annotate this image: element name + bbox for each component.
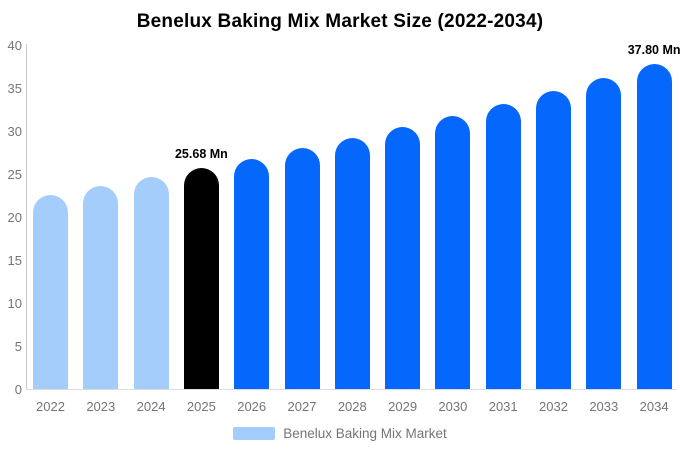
legend-swatch xyxy=(233,427,276,440)
y-axis-tick-label: 5 xyxy=(14,338,22,354)
x-axis-label-2029: 2029 xyxy=(388,399,418,414)
y-axis-line xyxy=(26,44,27,389)
bar-2026[interactable] xyxy=(234,158,270,389)
bar-2029[interactable] xyxy=(385,126,421,389)
bar-2028[interactable] xyxy=(334,137,370,389)
legend-label: Benelux Baking Mix Market xyxy=(283,426,447,441)
y-axis-tick-label: 30 xyxy=(7,123,22,139)
x-axis-label-2028: 2028 xyxy=(337,399,367,414)
x-axis-label-2026: 2026 xyxy=(237,399,267,414)
x-axis-label-2030: 2030 xyxy=(438,399,468,414)
bar-2031[interactable] xyxy=(485,103,521,389)
x-axis-label-2031: 2031 xyxy=(488,399,518,414)
bar-2024[interactable] xyxy=(133,177,169,389)
bar-2032[interactable] xyxy=(536,90,571,389)
y-axis-tick-label: 10 xyxy=(7,295,22,311)
x-axis-label-2034: 2034 xyxy=(639,399,669,414)
bar-2025[interactable] xyxy=(183,168,219,389)
x-axis-label-2024: 2024 xyxy=(136,399,166,414)
bar-2033[interactable] xyxy=(586,77,622,389)
bar-2027[interactable] xyxy=(284,148,320,389)
x-axis-label-2023: 2023 xyxy=(86,399,116,414)
y-axis-tick-label: 20 xyxy=(7,209,22,225)
bar-2022[interactable] xyxy=(33,194,68,389)
bar-2023[interactable] xyxy=(83,186,119,389)
x-axis-label-2027: 2027 xyxy=(287,399,317,414)
x-axis-label-2025: 2025 xyxy=(186,399,216,414)
x-axis-label-2033: 2033 xyxy=(589,399,619,414)
bar-value-label-2034: 37.80 Mn xyxy=(627,42,680,57)
bar-2034[interactable] xyxy=(636,63,672,389)
bar-2030[interactable] xyxy=(435,115,471,389)
x-axis-label-2032: 2032 xyxy=(539,399,568,414)
y-axis-tick-label: 35 xyxy=(7,80,22,96)
y-axis-tick-label: 0 xyxy=(14,381,22,397)
x-axis-line xyxy=(26,389,676,390)
y-axis-tick-label: 40 xyxy=(7,37,22,53)
y-axis-tick-label: 15 xyxy=(7,252,22,268)
y-axis-tick-label: 25 xyxy=(7,166,22,182)
legend-item[interactable]: Benelux Baking Mix Market xyxy=(0,426,680,441)
bar-value-label-2025: 25.68 Mn xyxy=(174,147,228,162)
chart-title: Benelux Baking Mix Market Size (2022-203… xyxy=(136,11,544,32)
x-axis-label-2022: 2022 xyxy=(36,399,65,414)
